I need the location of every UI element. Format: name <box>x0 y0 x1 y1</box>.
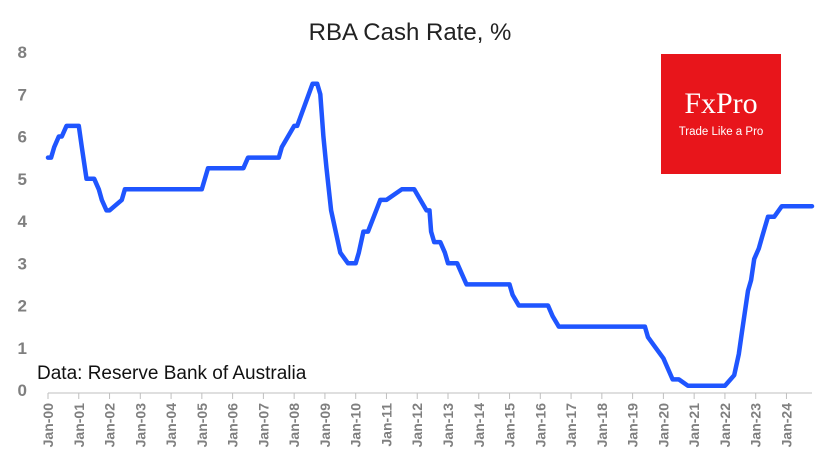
x-tick-label: Jan-04 <box>163 403 179 448</box>
x-tick-label: Jan-22 <box>717 403 733 448</box>
x-tick-label: Jan-02 <box>102 403 118 448</box>
x-tick-label: Jan-19 <box>625 403 641 448</box>
y-tick-label: 1 <box>18 339 27 358</box>
logo-tagline: Trade Like a Pro <box>678 126 764 138</box>
x-tick-label: Jan-06 <box>225 403 241 448</box>
x-tick-label: Jan-09 <box>317 403 333 448</box>
y-tick-label: 0 <box>18 381 27 400</box>
x-tick-label: Jan-15 <box>502 403 518 448</box>
x-tick-label: Jan-10 <box>348 403 364 448</box>
y-axis: 0 1 2 3 4 5 6 7 8 <box>18 43 28 400</box>
x-tick-label: Jan-12 <box>409 403 425 448</box>
x-tick-label: Jan-11 <box>378 403 394 447</box>
logo-brand: FxPro <box>684 87 758 120</box>
x-tick-label: Jan-24 <box>778 403 794 448</box>
x-tick-label: Jan-05 <box>194 403 210 448</box>
y-tick-label: 2 <box>18 297 27 316</box>
x-tick-label: Jan-13 <box>440 403 456 448</box>
x-tick-label: Jan-03 <box>132 403 148 448</box>
y-tick-label: 4 <box>18 212 28 231</box>
x-tick-label: Jan-07 <box>255 403 271 448</box>
y-tick-label: 7 <box>18 85 27 104</box>
x-tick-label: Jan-01 <box>71 403 87 448</box>
x-tick-label: Jan-21 <box>686 403 702 448</box>
data-source-note: Data: Reserve Bank of Australia <box>37 363 307 384</box>
x-tick-label: Jan-14 <box>471 403 487 448</box>
x-tick-label: Jan-00 <box>40 403 56 448</box>
x-tick-label: Jan-20 <box>655 403 671 448</box>
x-tick-label: Jan-17 <box>563 403 579 448</box>
y-tick-label: 5 <box>18 170 27 189</box>
x-tick-label: Jan-23 <box>748 403 764 448</box>
x-axis: Jan-00 Jan-01 Jan-02 Jan-03 Jan-04 Jan-05 Jan-… <box>40 392 812 448</box>
x-tick-label: Jan-08 <box>286 403 302 448</box>
y-tick-label: 3 <box>18 254 27 273</box>
x-tick-label: Jan-18 <box>594 403 610 448</box>
x-tick-label: Jan-16 <box>532 403 548 448</box>
fxpro-logo: FxPro Trade Like a Pro <box>661 54 781 174</box>
cash-rate-line <box>45 81 815 389</box>
y-tick-label: 8 <box>18 43 27 62</box>
chart-title: RBA Cash Rate, % <box>309 19 512 46</box>
y-tick-label: 6 <box>18 128 27 147</box>
